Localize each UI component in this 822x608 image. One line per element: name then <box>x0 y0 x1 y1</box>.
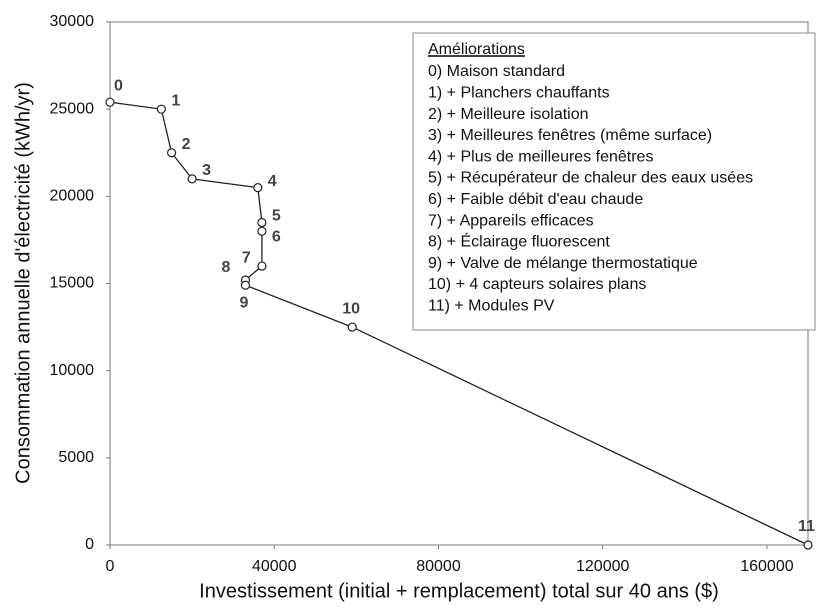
legend-item: 11) + Modules PV <box>428 298 555 315</box>
point-label: 10 <box>342 300 360 317</box>
legend-item: 9) + Valve de mélange thermostatique <box>428 255 698 272</box>
x-axis-title: Investissement (initial + remplacement) … <box>199 580 719 602</box>
marker <box>257 217 267 228</box>
legend-item: 3) + Meilleures fenêtres (même surface) <box>428 127 712 144</box>
legend-item: 0) Maison standard <box>428 63 565 80</box>
x-tick-label: 80000 <box>416 558 461 575</box>
legend-item: 8) + Éclairage fluorescent <box>428 232 610 251</box>
legend-item: 7) + Appareils efficaces <box>428 212 594 229</box>
marker <box>257 261 267 271</box>
point-label: 8 <box>221 259 230 276</box>
legend-item: 1) + Planchers chauffants <box>428 85 610 102</box>
y-tick-label: 0 <box>85 536 94 553</box>
marker <box>257 226 267 236</box>
marker <box>803 540 813 550</box>
y-tick-label: 10000 <box>50 362 95 379</box>
point-label: 3 <box>202 162 211 179</box>
marker <box>187 174 197 184</box>
marker <box>240 280 251 290</box>
x-tick-label: 0 <box>106 558 115 575</box>
y-tick-label: 5000 <box>58 449 94 466</box>
marker <box>166 148 177 158</box>
y-tick-label: 25000 <box>50 100 95 117</box>
legend-box <box>412 32 816 331</box>
point-label: 9 <box>239 294 248 311</box>
marker <box>156 104 166 114</box>
legend-item: 4) + Plus de meilleures fenêtres <box>428 148 653 165</box>
point-label: 1 <box>171 92 180 109</box>
y-tick-label: 20000 <box>50 188 95 205</box>
point-label: 5 <box>272 208 281 225</box>
point-label: 2 <box>182 136 191 153</box>
y-tick-label: 15000 <box>50 275 95 292</box>
point-label: 6 <box>272 228 281 245</box>
x-tick-label: 40000 <box>252 558 297 575</box>
marker <box>253 183 263 193</box>
legend-item: 5) + Récupérateur de chaleur des eaux us… <box>428 170 753 187</box>
legend-item: 2) + Meilleure isolation <box>428 106 589 123</box>
y-axis-title: Consommation annuelle d'électricité (kWh… <box>12 82 34 484</box>
point-label: 11 <box>798 518 815 535</box>
point-label: 4 <box>268 173 277 190</box>
point-label: 7 <box>242 249 251 266</box>
y-tick-label: 30000 <box>50 13 95 30</box>
x-tick-label: 120000 <box>576 558 629 575</box>
marker <box>347 322 357 332</box>
legend-title: Améliorations <box>428 41 525 58</box>
legend-item: 6) + Faible débit d'eau chaude <box>428 191 643 208</box>
marker <box>105 97 115 107</box>
legend-item: 10) + 4 capteurs solaires plans <box>428 276 646 293</box>
point-label: 0 <box>114 77 123 94</box>
x-tick-label: 160000 <box>740 558 793 575</box>
